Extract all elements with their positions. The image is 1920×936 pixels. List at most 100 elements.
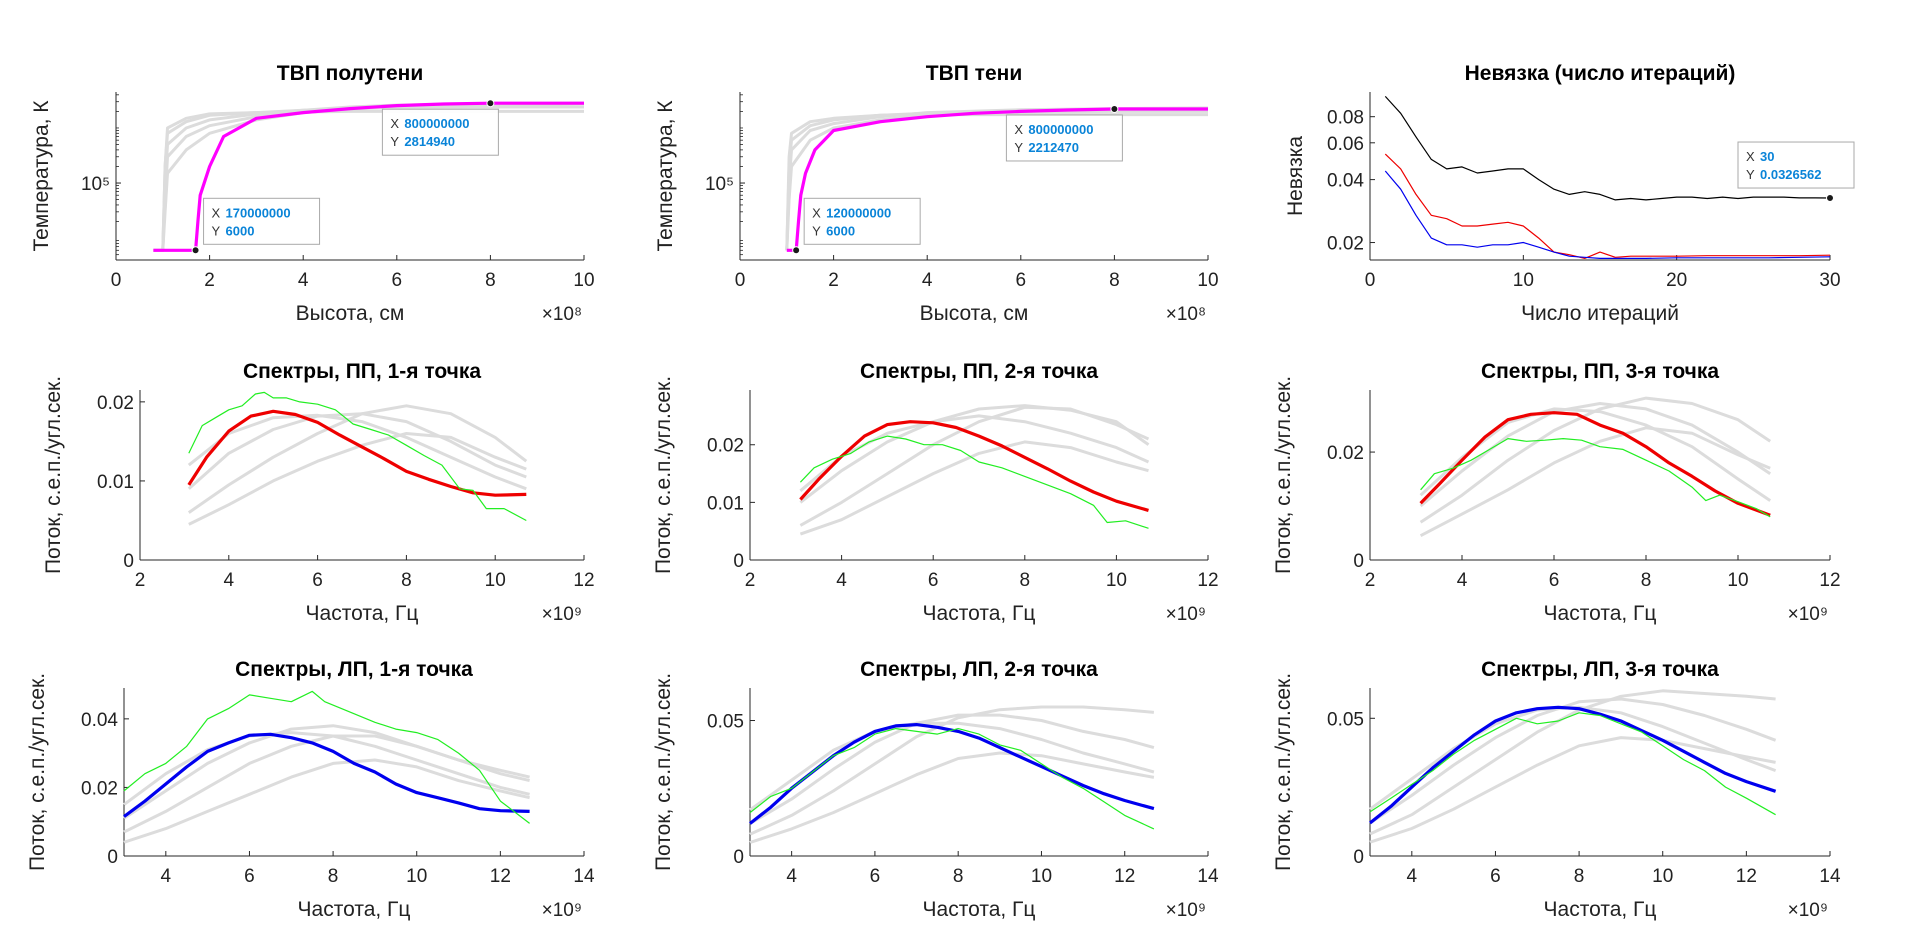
plot-lp1: 4 6 8 10 12 14 0 0.02 0.04 Спектры, ЛП, 1-я точка… xyxy=(26,658,595,921)
plot-title: ТВП тени xyxy=(926,62,1022,85)
plot-title: Спектры, ПП, 3-я точка xyxy=(1481,360,1719,383)
y-tick-label: 0.04 xyxy=(81,710,118,731)
x-tick-label: 6 xyxy=(1490,866,1501,887)
x-exponent-label: ×10⁹ xyxy=(1788,604,1828,625)
x-tick-label: 2 xyxy=(135,570,146,591)
x-axis-label: Число итераций xyxy=(1521,302,1679,325)
datatip-y-value: 2814940 xyxy=(404,134,455,149)
y-tick-label: 0.05 xyxy=(707,712,744,733)
y-axis-label: Невязка xyxy=(1284,136,1307,216)
x-tick-label: 4 xyxy=(298,270,309,291)
datatip-y-key: Y xyxy=(1746,167,1755,182)
series-line-green xyxy=(1369,712,1776,816)
y-tick-label: 0 xyxy=(123,551,134,572)
series-line-gray xyxy=(749,705,1155,836)
x-axis-label: Высота, см xyxy=(296,302,405,325)
series-line-gray xyxy=(749,751,1155,844)
datatip[interactable]: X 30 Y 0.0326562 xyxy=(1737,141,1855,203)
x-tick-label: 12 xyxy=(1197,570,1218,591)
plot-title: Спектры, ПП, 1-я точка xyxy=(243,360,481,383)
series-line-gray xyxy=(799,414,1150,492)
x-tick-label: 8 xyxy=(953,866,964,887)
x-exponent-label: ×10⁹ xyxy=(542,900,582,921)
datatip-box xyxy=(803,197,921,245)
datatip-x-value: 170000000 xyxy=(226,205,291,220)
x-tick-label: 10 xyxy=(1197,270,1218,291)
series-line-gray xyxy=(1369,736,1776,844)
x-tick-label: 4 xyxy=(161,866,172,887)
series-line-green xyxy=(749,727,1155,830)
plot-lp2: 4 6 8 10 12 14 0 0.05 Спектры, ЛП, 2-я точка Част… xyxy=(652,658,1219,921)
y-axis-label: Температура, К xyxy=(654,100,677,252)
x-exponent-label: ×10⁹ xyxy=(1788,900,1828,921)
series-line-magenta xyxy=(786,107,1208,252)
x-tick-label: 2 xyxy=(1365,570,1376,591)
plot-tvp_t: 0 2 4 6 8 10 10⁵ ТВП тени Высота, см Температура,… xyxy=(654,62,1219,325)
datatip[interactable]: X 170000000 Y 6000 xyxy=(191,197,321,255)
x-tick-label: 6 xyxy=(1016,270,1027,291)
series-line-gray xyxy=(1419,402,1772,508)
x-axis-label: Частота, Гц xyxy=(306,602,419,625)
x-tick-label: 8 xyxy=(1109,270,1120,291)
series-line-gray xyxy=(1369,689,1776,836)
series-line-gray xyxy=(123,734,530,834)
x-tick-label: 2 xyxy=(204,270,215,291)
series-line-magenta xyxy=(153,101,584,252)
datatip-y-key: Y xyxy=(1014,140,1023,155)
y-axis-label: Поток, с.е.п./угл.сек. xyxy=(652,673,675,871)
series-line-gray xyxy=(799,440,1149,536)
x-tick-label: 6 xyxy=(928,570,939,591)
series-line-gray xyxy=(187,413,527,491)
datatip-y-value: 6000 xyxy=(826,223,855,238)
datatip[interactable]: X 800000000 Y 2814940 xyxy=(381,99,499,156)
x-tick-label: 4 xyxy=(786,866,797,887)
plot-tvp_pt: 0 2 4 6 8 10 10⁵ ТВП полутени Высота, см Температ… xyxy=(30,62,595,325)
datatip-y-key: Y xyxy=(390,134,399,149)
series-line-green xyxy=(799,435,1149,529)
datatip-marker[interactable] xyxy=(792,246,801,255)
datatip-marker[interactable] xyxy=(1110,104,1119,113)
plot-title: Невязка (число итераций) xyxy=(1465,62,1736,85)
plot-nevyazka: 0 10 20 30 0.02 0.04 0.06 0.08 Невязка (число ит… xyxy=(1284,62,1855,325)
datatip-y-key: Y xyxy=(812,223,821,238)
y-tick-label: 0.08 xyxy=(1327,108,1364,129)
y-tick-label: 0 xyxy=(733,551,744,572)
series-line-black xyxy=(1384,95,1831,201)
plot-pp2: 2 4 6 8 10 12 0 0.01 0.02 Спектры, ПП, 2-я точка Ч… xyxy=(652,360,1219,625)
x-tick-label: 10 xyxy=(1106,570,1127,591)
x-tick-label: 8 xyxy=(1020,570,1031,591)
plot-title: Спектры, ЛП, 1-я точка xyxy=(235,658,473,681)
datatip-x-value: 800000000 xyxy=(1028,122,1093,137)
x-tick-label: 10 xyxy=(485,570,506,591)
x-exponent-label: ×10⁹ xyxy=(1166,900,1206,921)
series-line-gray xyxy=(123,758,530,844)
y-tick-label: 0.06 xyxy=(1327,134,1364,155)
x-tick-label: 12 xyxy=(1819,570,1840,591)
datatip-y-value: 2212470 xyxy=(1028,140,1079,155)
datatip[interactable]: X 120000000 Y 6000 xyxy=(792,197,921,255)
datatip-marker[interactable] xyxy=(1826,194,1834,203)
datatip-marker[interactable] xyxy=(191,246,200,255)
x-tick-label: 8 xyxy=(485,270,496,291)
x-exponent-label: ×10⁸ xyxy=(542,304,582,325)
series-line-blue xyxy=(123,732,530,818)
series-line-gray xyxy=(749,713,1155,825)
datatip-x-key: X xyxy=(212,205,221,220)
y-tick-label: 0.02 xyxy=(97,393,134,414)
series-line-gray xyxy=(1419,426,1771,538)
x-tick-label: 30 xyxy=(1819,270,1840,291)
x-tick-label: 6 xyxy=(244,866,255,887)
x-tick-label: 6 xyxy=(870,866,881,887)
datatip-y-key: Y xyxy=(212,223,221,238)
y-tick-label: 10⁵ xyxy=(705,174,734,195)
datatip-marker[interactable] xyxy=(486,99,495,108)
y-tick-label: 0 xyxy=(1353,847,1364,868)
plot-pp1: 2 4 6 8 10 12 0 0.01 0.02 Спектры, ПП, 1-я точка Ч… xyxy=(42,360,595,625)
y-tick-label: 0.02 xyxy=(707,436,744,457)
x-tick-label: 10 xyxy=(1513,270,1534,291)
x-axis-label: Частота, Гц xyxy=(1544,898,1657,921)
datatip[interactable]: X 800000000 Y 2212470 xyxy=(1005,104,1123,162)
x-tick-label: 4 xyxy=(922,270,933,291)
y-tick-label: 0.01 xyxy=(97,472,134,493)
y-axis-label: Поток, с.е.п./угл.сек. xyxy=(652,376,675,574)
